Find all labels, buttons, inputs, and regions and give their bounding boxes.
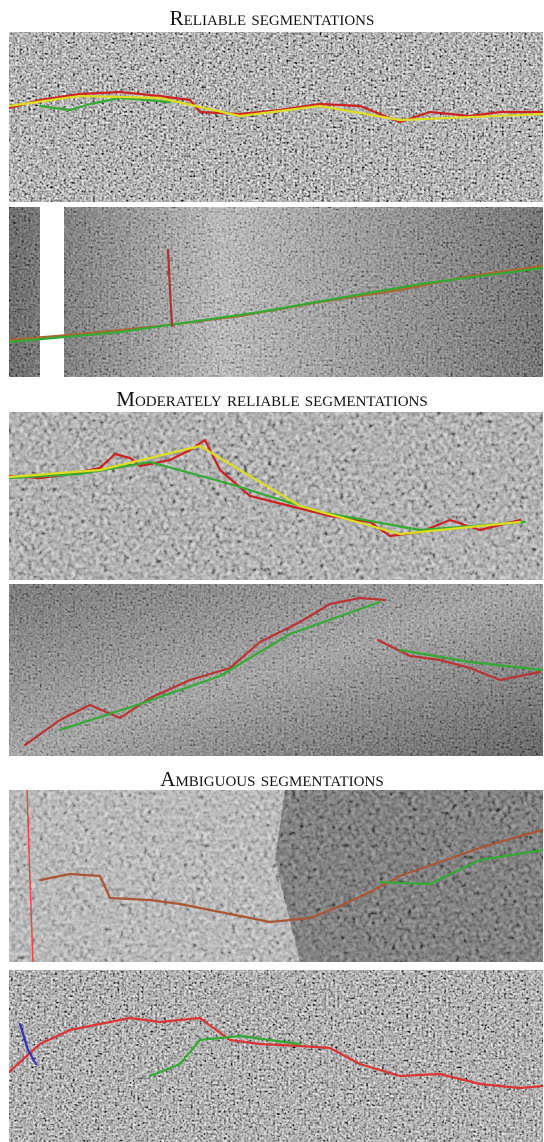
- image: [9, 970, 543, 1142]
- section-title: Reliable segmentations: [170, 6, 375, 30]
- image: [9, 412, 543, 580]
- image: [9, 32, 543, 202]
- image: [9, 207, 543, 377]
- section-title: Ambiguous segmentations: [160, 767, 383, 791]
- image: [9, 584, 543, 756]
- image: [9, 790, 543, 962]
- section-title: Moderately reliable segmentations: [116, 387, 427, 411]
